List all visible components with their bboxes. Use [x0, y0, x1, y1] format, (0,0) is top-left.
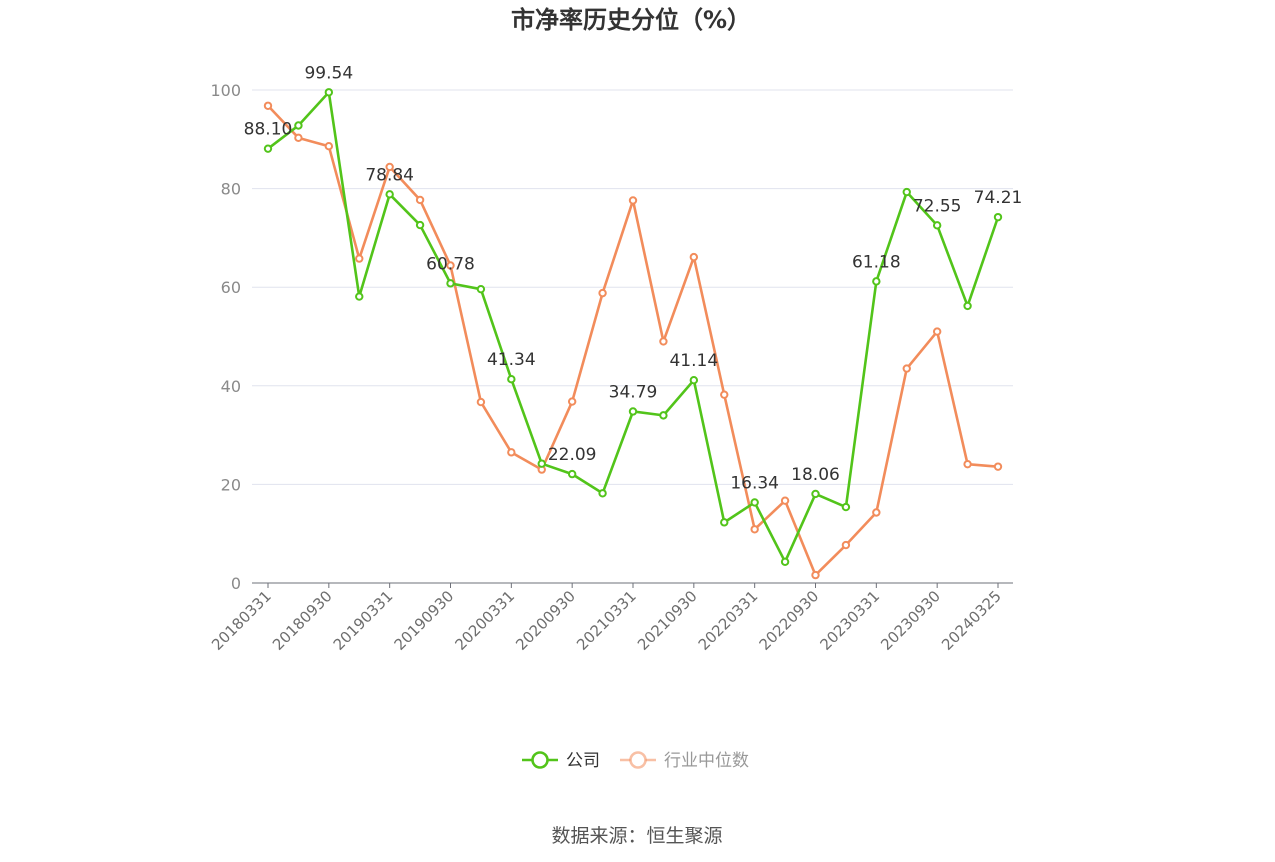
series-layer: [263, 88, 1003, 580]
data-point: [415, 220, 425, 230]
y-tick-label: 60: [221, 278, 241, 297]
x-tick-label: 20210331: [573, 587, 640, 654]
data-point: [537, 459, 546, 468]
x-tick-label: 20220331: [695, 587, 762, 654]
data-point: [476, 397, 486, 407]
data-point: [932, 221, 942, 230]
x-tick-label: 20190331: [330, 587, 397, 654]
series-line: [267, 90, 1000, 564]
data-label: 41.34: [487, 350, 536, 370]
data-label: 41.14: [669, 351, 718, 371]
data-point: [628, 196, 638, 205]
data-point: [324, 142, 334, 151]
legend-marker: [629, 751, 647, 769]
data-point: [567, 397, 577, 406]
x-tick-label: 20210930: [634, 587, 701, 654]
data-point: [780, 496, 790, 505]
legend-marker: [531, 751, 549, 769]
data-point: [476, 284, 486, 294]
data-label: 74.21: [974, 188, 1023, 208]
data-point: [628, 407, 638, 416]
data-point: [598, 288, 607, 298]
data-label: 34.79: [609, 382, 658, 402]
series-industry: [263, 101, 1003, 580]
data-point: [355, 292, 364, 301]
data-point: [385, 190, 394, 199]
x-tick-label: 20230930: [877, 587, 944, 654]
data-label: 18.06: [791, 465, 840, 485]
data-point: [963, 459, 972, 469]
data-point: [720, 390, 729, 399]
data-point: [598, 489, 607, 498]
data-point: [872, 277, 881, 286]
x-tick-label: 20180331: [208, 587, 275, 654]
y-tick-label: 100: [210, 81, 241, 100]
data-point: [659, 337, 668, 346]
legend[interactable]: 公司 行业中位数: [522, 751, 749, 771]
data-label: 72.55: [913, 196, 962, 216]
data-point: [689, 375, 699, 385]
data-point: [415, 195, 425, 205]
data-point: [294, 121, 303, 130]
data-label: 61.18: [852, 252, 901, 272]
data-point: [841, 540, 851, 550]
data-labels: 88.10 99.54 78.84 60.78 41.34 22.09 34.79 41.14…: [244, 63, 1023, 493]
data-point: [902, 187, 911, 197]
data-label: 88.10: [244, 120, 293, 140]
x-axis: 2018033120180930201903312019093020200331…: [208, 582, 1013, 654]
legend-item-company[interactable]: 公司: [522, 751, 600, 771]
grid: [252, 89, 1013, 485]
data-point: [872, 508, 881, 517]
series-company: [263, 88, 1003, 567]
data-point: [659, 411, 668, 420]
x-tick-label: 20240325: [938, 587, 1005, 654]
data-point: [811, 570, 820, 580]
y-tick-label: 80: [221, 180, 241, 199]
legend-item-industry[interactable]: 行业中位数: [620, 751, 749, 771]
data-point: [902, 364, 911, 373]
data-point: [385, 162, 394, 172]
data-point: [750, 525, 759, 534]
data-label: 99.54: [304, 63, 353, 83]
data-point: [993, 212, 1003, 222]
y-tick-label: 0: [231, 574, 241, 593]
data-point: [932, 327, 942, 336]
source-note: 数据来源：恒生聚源: [551, 825, 722, 847]
data-point: [263, 101, 273, 110]
data-point: [446, 261, 455, 270]
data-point: [355, 254, 364, 263]
data-point: [750, 498, 759, 507]
x-tick-label: 20200331: [451, 587, 518, 654]
data-point: [507, 374, 516, 384]
legend-label: 行业中位数: [664, 751, 749, 771]
legend-label: 公司: [566, 751, 600, 771]
x-tick-label: 20220930: [756, 587, 823, 654]
data-point: [780, 557, 790, 567]
data-point: [263, 144, 273, 153]
data-label: 16.34: [730, 473, 779, 493]
x-tick-label: 20200930: [512, 587, 579, 654]
data-point: [963, 301, 972, 311]
data-point: [294, 133, 303, 143]
x-tick-label: 20180930: [269, 587, 336, 654]
data-point: [446, 279, 455, 288]
data-point: [841, 502, 851, 512]
y-tick-label: 40: [221, 377, 241, 396]
data-point: [993, 462, 1003, 471]
y-tick-label: 20: [221, 475, 241, 494]
data-point: [689, 252, 699, 262]
data-point: [811, 489, 820, 499]
y-axis: 0 20 40 60 80 100: [210, 81, 241, 593]
data-label: 78.84: [365, 165, 414, 185]
data-label: 60.78: [426, 254, 475, 274]
data-label: 22.09: [548, 445, 597, 465]
x-tick-label: 20190930: [391, 587, 458, 654]
data-point: [720, 518, 729, 527]
chart-title: 市净率历史分位（%）: [511, 6, 751, 34]
data-point: [567, 469, 577, 479]
data-point: [324, 88, 334, 97]
data-point: [507, 448, 516, 457]
x-tick-label: 20230331: [816, 587, 883, 654]
